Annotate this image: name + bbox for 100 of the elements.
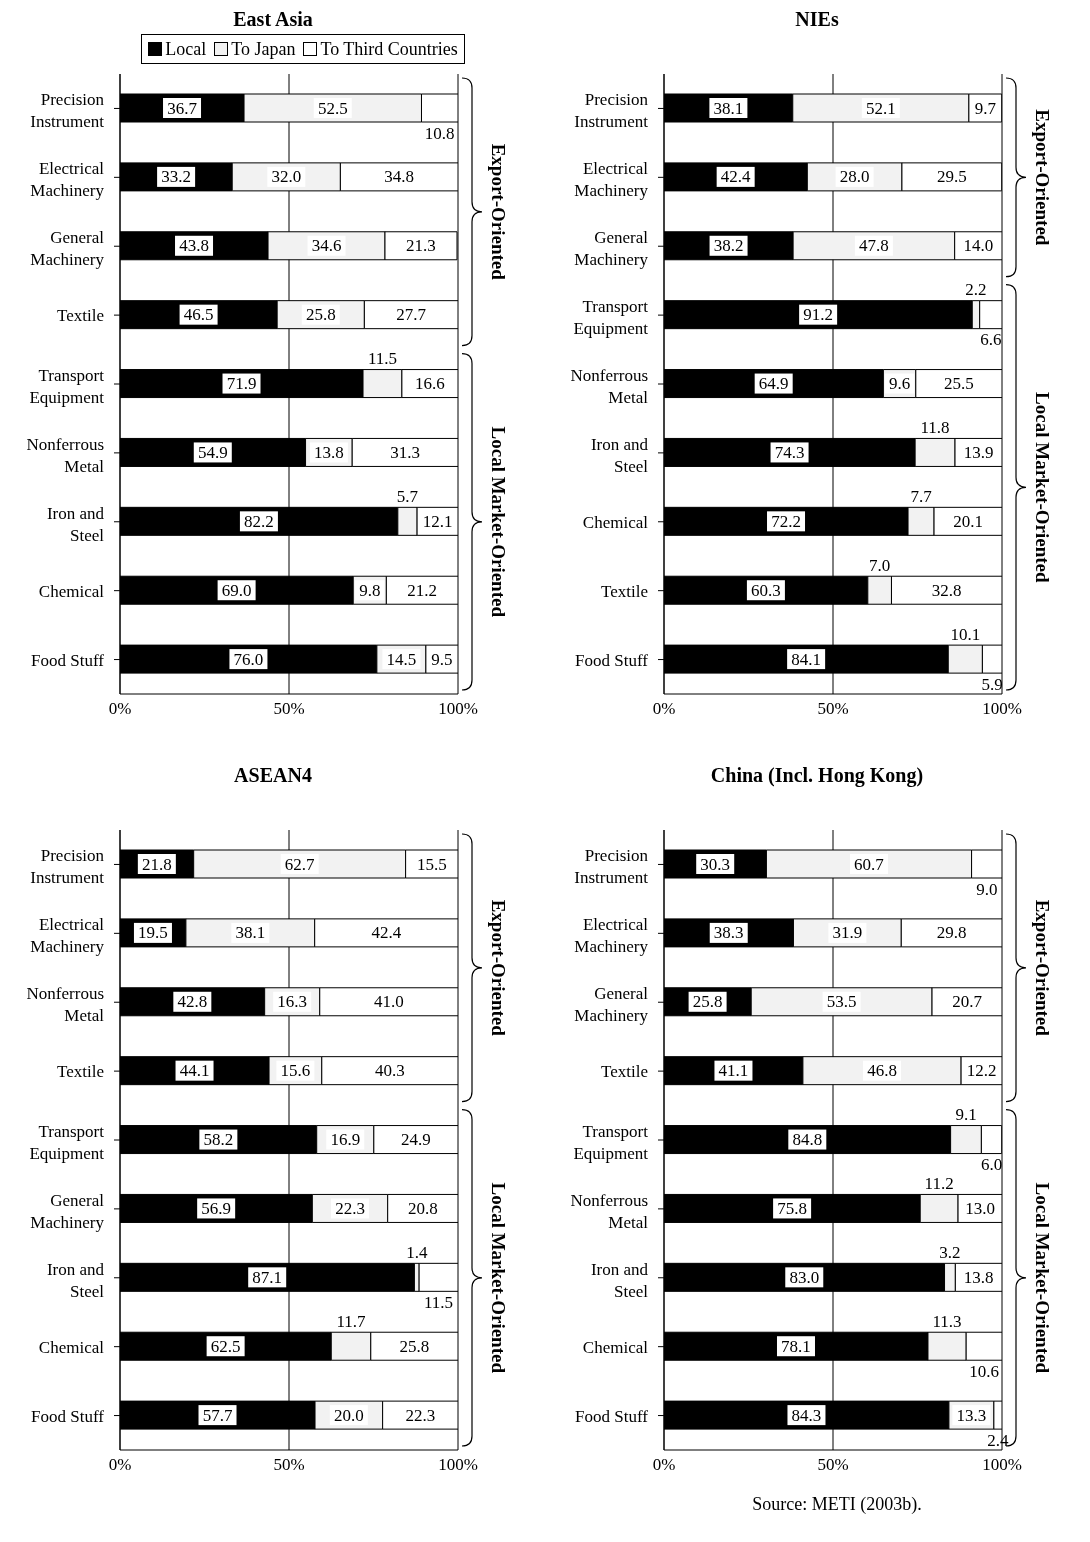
data-label: 84.8 <box>792 1130 823 1150</box>
y-tick-label: Textile <box>601 1062 648 1082</box>
y-tick-label: General Machinery <box>30 1190 105 1232</box>
data-label: 10.8 <box>424 123 455 143</box>
data-label: 41.1 <box>718 1061 749 1081</box>
y-tick-label: Electrical Machinery <box>30 915 105 957</box>
data-label: 16.3 <box>277 992 308 1012</box>
data-label: 53.5 <box>826 992 857 1012</box>
data-label: 11.8 <box>920 417 950 437</box>
x-tick-label: 100% <box>438 699 478 719</box>
y-tick-label: Precision Instrument <box>30 846 105 888</box>
data-label: 75.8 <box>777 1198 807 1218</box>
x-tick-label: 50% <box>273 1455 305 1475</box>
data-label: 33.2 <box>161 167 191 187</box>
text: Export-Oriented <box>487 143 509 281</box>
x-tick-label: 100% <box>982 699 1022 719</box>
data-label: 20.7 <box>952 992 983 1012</box>
data-label: 14.0 <box>963 236 994 256</box>
y-tick-label: Transport Equipment <box>29 1122 105 1163</box>
text: Export-Oriented <box>1031 109 1053 246</box>
y-tick-label: Iron and Steel <box>590 1259 649 1301</box>
y-tick-label: Nonferrous Metal <box>26 984 105 1026</box>
data-label: 5.7 <box>396 486 419 506</box>
chart-title: NIEs <box>794 8 840 32</box>
x-tick-label: 100% <box>438 1455 478 1475</box>
data-label: 62.5 <box>210 1336 241 1356</box>
text: Local Market-Oriented <box>487 426 509 618</box>
data-label: 74.3 <box>774 442 805 462</box>
y-tick-label: Precision Instrument <box>574 846 649 888</box>
data-label: 16.9 <box>330 1130 361 1150</box>
y-tick-label: Electrical Machinery <box>574 159 649 201</box>
text: Export-Oriented <box>487 899 509 1037</box>
data-label: 43.8 <box>179 236 209 256</box>
data-label: 56.9 <box>201 1198 232 1218</box>
y-tick-label: General Machinery <box>30 228 105 270</box>
data-label: 38.1 <box>235 923 266 943</box>
data-label: 25.8 <box>692 992 723 1012</box>
data-label: 3.2 <box>939 1242 961 1262</box>
data-label: 42.8 <box>177 992 208 1012</box>
y-tick-label: Transport Equipment <box>573 1122 649 1163</box>
y-tick-label: Textile <box>57 306 104 326</box>
data-label: 27.7 <box>396 305 427 325</box>
data-label: 40.3 <box>375 1061 405 1081</box>
y-tick-label: Iron and Steel <box>46 1259 105 1301</box>
x-tick-label: 100% <box>982 1455 1022 1475</box>
y-tick-label: General Machinery <box>574 984 649 1026</box>
y-tick-label: Precision Instrument <box>574 90 649 132</box>
y-tick-label: Food Stuff <box>31 1406 105 1426</box>
data-label: 10.1 <box>950 624 981 644</box>
data-label: 29.5 <box>936 167 967 187</box>
data-label: 20.0 <box>333 1405 364 1425</box>
data-label: 15.6 <box>280 1061 311 1081</box>
y-tick-label: Transport Equipment <box>573 297 649 339</box>
y-tick-label: Electrical Machinery <box>30 159 105 201</box>
chart-title: ASEAN4 <box>233 764 313 788</box>
data-label: 46.8 <box>867 1061 897 1081</box>
data-label: 11.5 <box>367 349 398 369</box>
data-label: 46.5 <box>183 305 214 325</box>
data-label: 7.0 <box>869 555 891 575</box>
data-label: 31.3 <box>390 442 420 462</box>
y-tick-label: Precision Instrument <box>30 90 105 132</box>
text: Export-Oriented <box>1031 899 1053 1037</box>
x-tick-label: 0% <box>108 1455 132 1475</box>
data-label: 76.0 <box>233 649 264 669</box>
y-tick-label: Food Stuff <box>575 650 649 670</box>
data-label: 91.2 <box>803 305 833 325</box>
data-label: 64.9 <box>758 374 789 394</box>
y-tick-label: Transport Equipment <box>29 366 105 407</box>
data-label: 34.8 <box>384 167 415 187</box>
data-label: 69.0 <box>221 580 252 600</box>
data-label: 82.2 <box>244 511 274 531</box>
data-label: 38.3 <box>713 923 744 943</box>
legend-label: To Third Countries <box>319 38 458 60</box>
data-label: 84.3 <box>791 1405 822 1425</box>
data-label: 16.6 <box>415 374 445 394</box>
y-tick-label: Chemical <box>38 581 105 601</box>
data-label: 19.5 <box>138 923 168 943</box>
data-label: 2.2 <box>965 280 987 300</box>
data-label: 7.7 <box>910 486 933 506</box>
data-label: 25.8 <box>305 305 336 325</box>
text: Local Market-Oriented <box>1031 392 1053 583</box>
data-label: 83.0 <box>789 1267 820 1287</box>
data-label: 38.2 <box>713 236 744 256</box>
data-label: 5.9 <box>981 674 1003 694</box>
legend-label: Local <box>164 38 207 60</box>
data-label: 13.8 <box>963 1267 994 1287</box>
data-label: 47.8 <box>859 236 889 256</box>
data-label: 9.7 <box>974 98 997 118</box>
data-label: 21.2 <box>407 580 438 600</box>
x-tick-label: 0% <box>108 699 132 719</box>
y-tick-label: Nonferrous Metal <box>570 366 649 407</box>
data-label: 28.0 <box>839 167 870 187</box>
data-label: 2.4 <box>987 1430 1010 1450</box>
data-label: 11.3 <box>932 1311 962 1331</box>
data-label: 44.1 <box>179 1061 210 1081</box>
data-label: 13.8 <box>314 442 344 462</box>
y-tick-label: Chemical <box>582 1337 649 1357</box>
data-label: 9.5 <box>431 649 453 669</box>
data-label: 11.5 <box>424 1292 454 1312</box>
data-label: 15.5 <box>416 854 447 874</box>
